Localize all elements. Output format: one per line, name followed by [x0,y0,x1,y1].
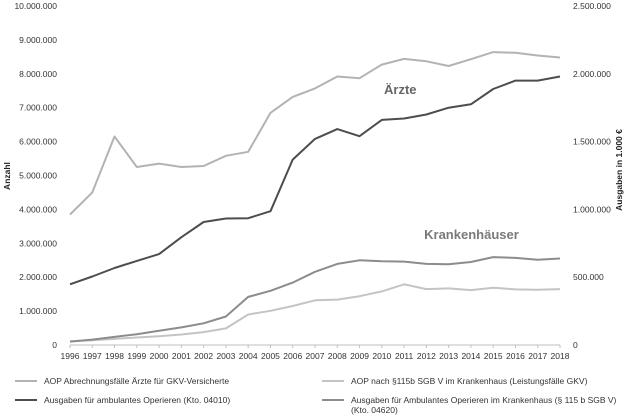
left-tick-label: 9.000.000 [19,35,57,45]
annotation-0: Ärzte [384,82,417,97]
x-tick-label: 2004 [239,351,258,361]
right-tick-label: 500.000 [573,272,604,282]
left-tick-label: 10.000.000 [14,1,57,11]
right-tick-label: 0 [573,340,578,350]
series-line-2 [69,75,561,286]
legend-swatch-aop-aerzte [15,380,37,382]
left-tick-label: 3.000.000 [19,238,57,248]
series-line-3 [69,256,561,343]
x-tick-label: 2003 [216,351,235,361]
x-tick-label: 2017 [528,351,547,361]
x-tick-label: 2011 [395,351,414,361]
x-tick-label: 2010 [372,351,391,361]
legend-swatch-aop-krankenhaus [322,380,344,382]
x-tick-label: 2006 [283,351,302,361]
x-tick-label: 1996 [61,351,80,361]
x-tick-label: 1998 [105,351,124,361]
left-tick-label: 8.000.000 [19,69,57,79]
legend-label-ausgaben-krankenhaus: Ausgaben für Ambulantes Operieren im Kra… [351,395,617,415]
series-line-1 [69,283,561,343]
x-tick-label: 2012 [417,351,436,361]
line-chart: 1996 1997 1998 1999 2000 2001 2002 2003 2004 2005… [2,1,624,361]
x-tick-label: 2016 [506,351,525,361]
left-tick-label: 0 [52,340,57,350]
x-tick-label: 2001 [172,351,191,361]
legend-label-aop-aerzte: AOP Abrechnungsfälle Ärzte für GKV-Versi… [44,376,230,386]
right-tick-label: 1.000.000 [573,204,611,214]
legend-label-ausgaben-ambulant: Ausgaben für ambulantes Operieren (Kto. … [44,395,231,405]
left-tick-label: 6.000.000 [19,137,57,147]
right-tick-label: 1.500.000 [573,137,611,147]
x-tick-label: 2013 [439,351,458,361]
x-tick-label: 2008 [328,351,347,361]
x-tick-label: 2005 [261,351,280,361]
left-tick-label: 7.000.000 [19,103,57,113]
right-tick-label: 2.000.000 [573,69,611,79]
x-tick-label: 1999 [127,351,146,361]
x-tick-label: 2015 [484,351,503,361]
legend: AOP Abrechnungsfälle Ärzte für GKV-Versi… [0,370,631,417]
right-axis-title: Ausgaben in 1.000 € [614,129,624,211]
legend-swatch-ausgaben-krankenhaus [322,399,344,401]
x-tick-label: 2002 [194,351,213,361]
left-tick-label: 1.000.000 [19,306,57,316]
legend-swatch-ausgaben-ambulant [15,399,37,401]
left-tick-label: 4.000.000 [19,204,57,214]
annotation-1: Krankenhäuser [424,227,519,242]
x-tick-label: 2009 [350,351,369,361]
left-axis-title: Anzahl [2,162,12,190]
x-tick-label: 2000 [150,351,169,361]
legend-label-aop-krankenhaus: AOP nach §115b SGB V im Krankenhaus (Lei… [351,376,588,386]
x-tick-label: 2007 [306,351,325,361]
x-tick-label: 1997 [83,351,102,361]
right-tick-label: 2.500.000 [573,1,611,11]
x-tick-label: 2014 [461,351,480,361]
left-tick-label: 2.000.000 [19,272,57,282]
x-tick-label: 2018 [551,351,570,361]
series-line-0 [69,51,561,216]
left-tick-label: 5.000.000 [19,171,57,181]
